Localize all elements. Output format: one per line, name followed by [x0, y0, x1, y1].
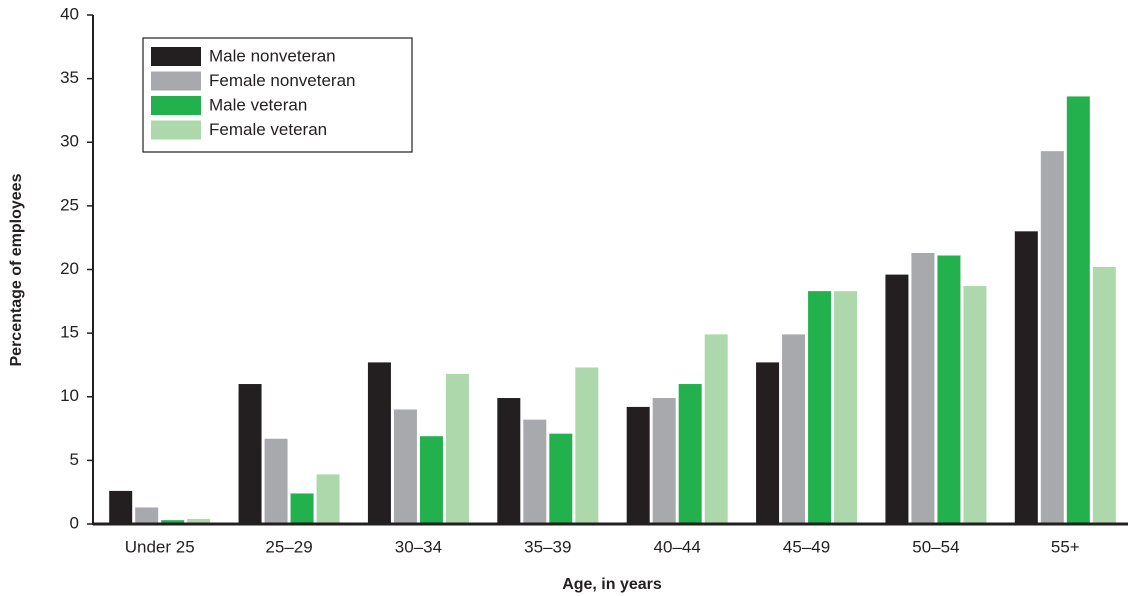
bar — [523, 419, 547, 524]
bar — [885, 274, 909, 524]
bar — [135, 507, 159, 524]
bar — [626, 406, 650, 524]
legend-label: Female nonveteran — [209, 71, 355, 90]
y-tick-label: 30 — [60, 132, 79, 151]
bar — [1092, 266, 1116, 524]
x-tick-label: 40–44 — [654, 537, 701, 556]
bar — [290, 493, 314, 524]
legend-swatch — [151, 47, 201, 66]
bar — [445, 373, 469, 524]
bar — [782, 334, 806, 524]
bar — [264, 438, 288, 524]
x-tick-label: Under 25 — [125, 537, 195, 556]
x-tick-label: 50–54 — [912, 537, 959, 556]
bar — [1014, 231, 1038, 524]
bar — [963, 286, 987, 524]
bar — [316, 474, 340, 524]
y-axis-title: Percentage of employees — [8, 173, 25, 366]
bar — [549, 433, 573, 524]
bar — [834, 291, 858, 524]
bar — [161, 520, 185, 524]
bar — [1066, 96, 1090, 524]
x-tick-label: 30–34 — [395, 537, 442, 556]
bar — [238, 384, 262, 524]
x-tick-label: 35–39 — [524, 537, 571, 556]
bar — [652, 398, 676, 524]
y-tick-label: 0 — [70, 513, 79, 532]
y-tick-label: 10 — [60, 386, 79, 405]
bar — [575, 367, 599, 524]
bar — [393, 409, 417, 524]
bar — [937, 255, 961, 524]
bar — [497, 398, 521, 524]
x-tick-label: 45–49 — [783, 537, 830, 556]
legend-swatch — [151, 120, 201, 140]
bar — [419, 436, 443, 524]
bar — [187, 518, 211, 524]
y-tick-label: 5 — [70, 450, 79, 469]
bar — [1040, 151, 1064, 524]
legend-swatch — [151, 71, 201, 91]
bar — [808, 291, 832, 524]
bar — [756, 362, 780, 524]
x-axis-title: Age, in years — [562, 576, 662, 593]
y-tick-label: 40 — [60, 4, 79, 23]
legend-swatch — [151, 96, 201, 115]
x-tick-label: 55+ — [1051, 537, 1080, 556]
legend-label: Male veteran — [209, 95, 307, 114]
legend-label: Female veteran — [209, 120, 327, 139]
legend-label: Male nonveteran — [209, 46, 336, 65]
y-tick-label: 25 — [60, 195, 79, 214]
y-tick-label: 15 — [60, 323, 79, 342]
bar — [109, 490, 133, 524]
x-tick-label: 25–29 — [265, 537, 312, 556]
y-tick-label: 20 — [60, 259, 79, 278]
bar — [704, 334, 728, 524]
bar — [678, 384, 702, 524]
bar — [367, 362, 391, 524]
bar — [911, 252, 935, 524]
y-tick-label: 35 — [60, 68, 79, 87]
